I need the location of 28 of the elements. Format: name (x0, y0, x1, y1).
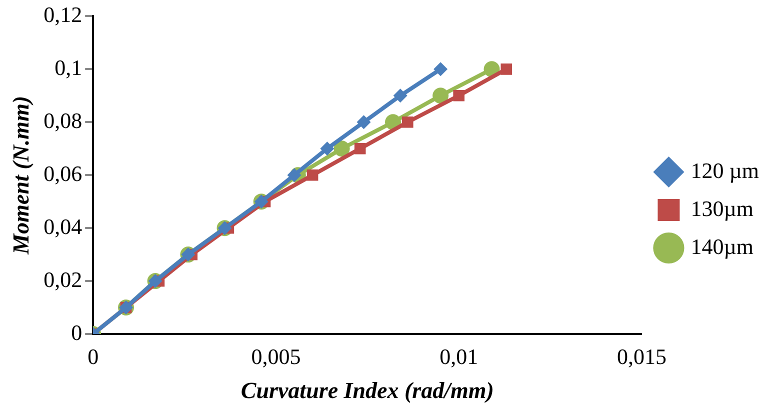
y-tick-label: 0,12 (44, 2, 82, 27)
x-tick-label: 0,01 (440, 344, 478, 369)
x-tick-label: 0 (88, 344, 99, 369)
point (354, 142, 366, 154)
point (320, 142, 334, 156)
point (306, 169, 318, 181)
point (500, 64, 512, 75)
x-tick-label: 0,015 (616, 344, 666, 369)
y-tick-label: 0,06 (44, 160, 82, 186)
y-tick-label: 0,08 (44, 108, 82, 133)
y-tick-label: 0,1 (54, 54, 82, 80)
y-tick-label: 0 (71, 320, 82, 345)
legend-label: 140µm (690, 234, 754, 259)
point (432, 88, 449, 104)
point (334, 140, 350, 157)
point (287, 168, 302, 182)
point (393, 88, 408, 103)
point (402, 116, 414, 128)
point (356, 115, 371, 130)
y-tick-label: 0,04 (44, 214, 82, 239)
point (453, 90, 464, 102)
legend-label: 130µm (690, 196, 754, 221)
y-tick-label: 0,02 (44, 266, 82, 292)
x-axis-title: Curvature Index (rad/mm) (240, 378, 494, 404)
legend-label: 120 µm (690, 158, 760, 183)
x-tick-label: 0,005 (251, 344, 301, 369)
y-axis-title: Moment (N.mm) (8, 96, 34, 256)
point (434, 62, 448, 76)
